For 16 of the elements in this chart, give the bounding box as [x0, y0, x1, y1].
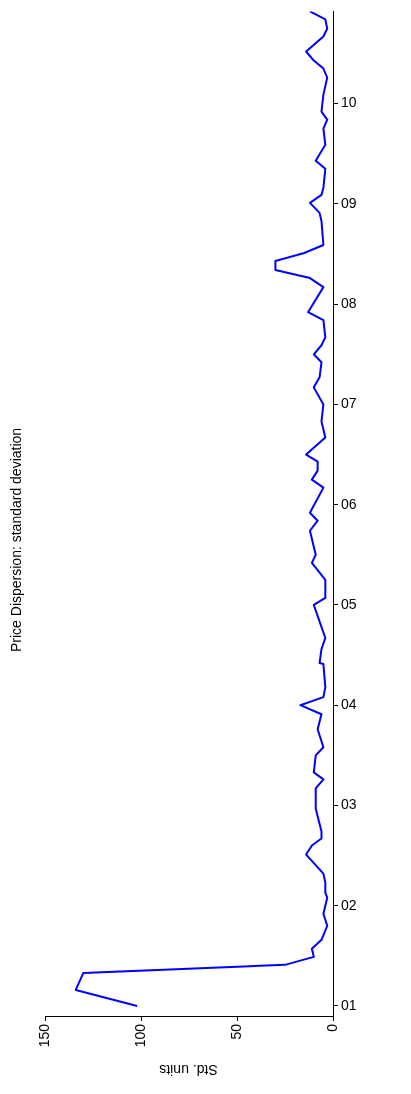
text: Price Dispersion: standard deviation: [8, 426, 25, 655]
x-tick-label: 0: [323, 1023, 340, 1032]
y-tick-label: 06: [341, 495, 357, 512]
x-tick-label: 150: [35, 1023, 52, 1048]
x-tick-label: 100: [131, 1023, 148, 1048]
y-tick-label: 04: [341, 696, 357, 713]
x-tick-label: 50: [227, 1023, 244, 1040]
y-tick-label: 08: [341, 295, 357, 312]
y-tick-label: 09: [341, 194, 357, 211]
y-tick-label: 10: [341, 94, 357, 111]
y-tick-label: 03: [341, 796, 357, 813]
y-tick-label: 02: [341, 896, 357, 913]
y-tick-label: 05: [341, 595, 357, 612]
y-tick-label: 01: [341, 996, 357, 1013]
y-tick-label: 07: [341, 395, 357, 412]
x-axis-title: Std. units: [158, 1062, 219, 1078]
